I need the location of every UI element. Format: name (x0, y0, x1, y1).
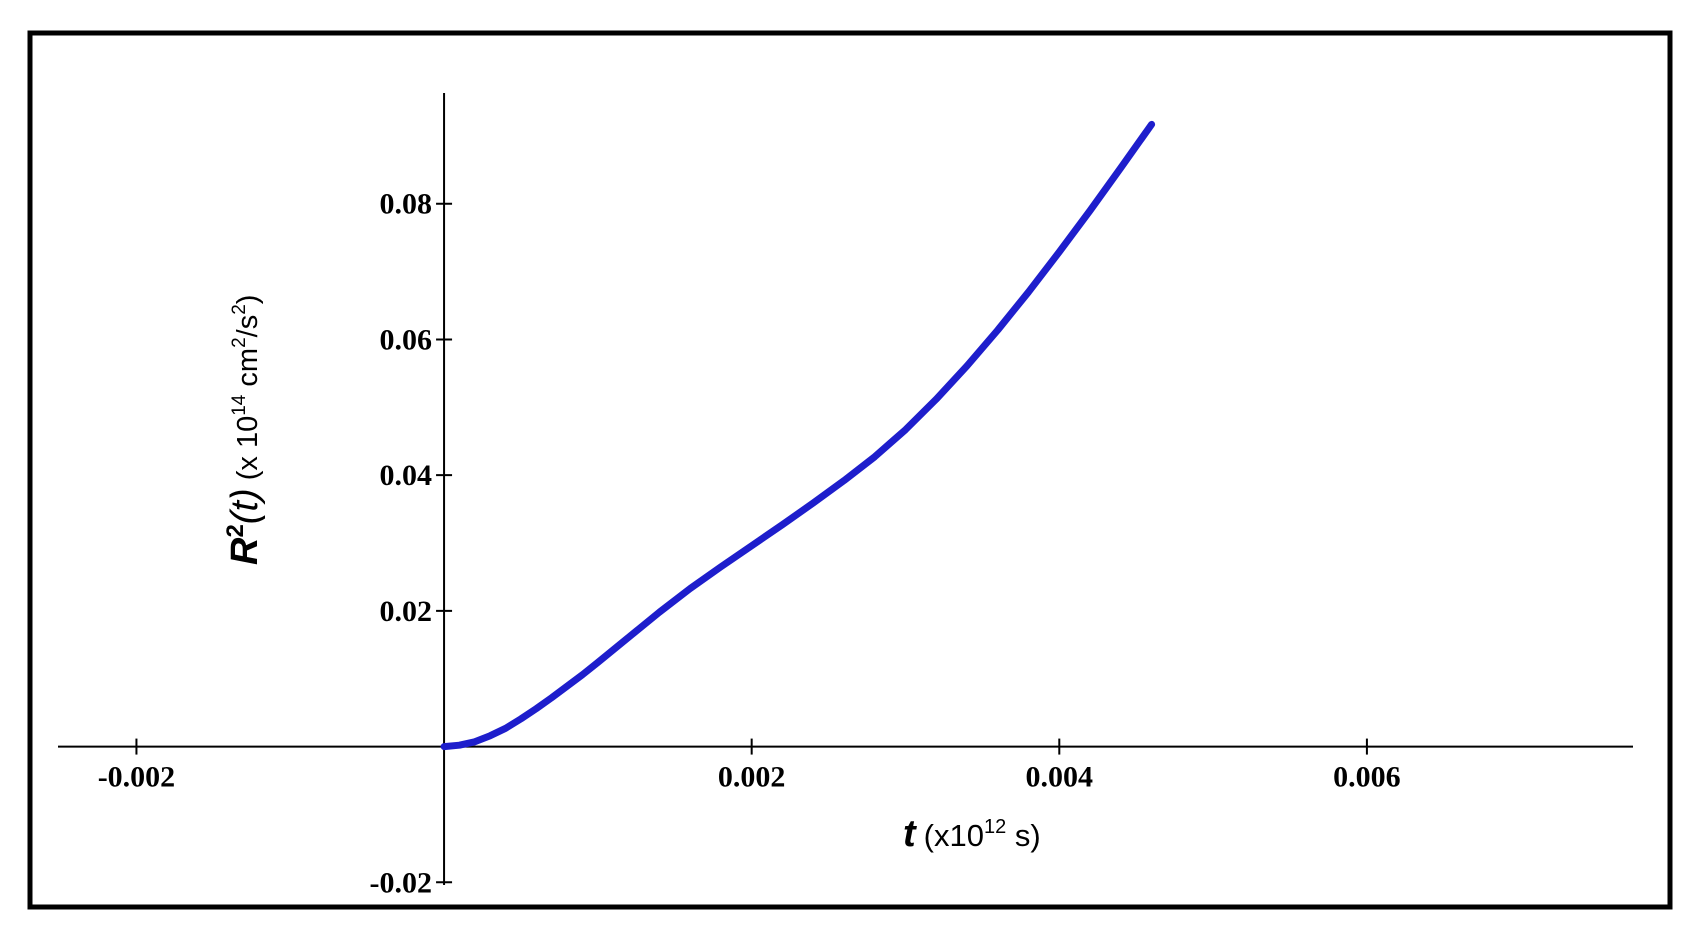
y-axis-symbol: R (224, 537, 266, 565)
y-tick-label: 0.08 (380, 188, 433, 221)
x-tick-label: 0.006 (1333, 761, 1401, 794)
y-tick-label: 0.02 (380, 595, 433, 628)
y-axis-unit-suffix: /s (232, 315, 264, 338)
y-tick-label: -0.02 (370, 866, 433, 899)
x-axis-unit-suffix: s) (1006, 818, 1040, 853)
x-tick-label: 0.002 (718, 761, 786, 794)
x-tick-label: 0.004 (1026, 761, 1094, 794)
series-layer (440, 120, 1156, 751)
y-axis-unit-exp2: 2 (229, 337, 250, 348)
x-axis-symbol: t (903, 813, 917, 855)
x-axis-unit-prefix: (x10 (924, 818, 984, 853)
series-line-0 (440, 120, 1156, 751)
y-axis-unit-mid: cm (232, 348, 264, 395)
y-axis-unit-close: ) (232, 295, 264, 305)
x-axis-label: t (x1012 s) (903, 813, 1041, 855)
y-axis-unit-exp: 14 (229, 394, 250, 416)
y-tick-label: 0.06 (380, 323, 433, 356)
y-axis-symbol-exp: 2 (222, 524, 249, 537)
y-axis-label: R2(t) (x 1014 cm2/s2) (222, 295, 266, 565)
y-axis-unit-exp3: 2 (229, 304, 250, 315)
chart-frame (27, 30, 1673, 910)
ticks-layer: -0.002 0.002 0.004 0.006 0.02 0.04 0.06 0.08 -0.… (98, 188, 1401, 900)
y-axis-unit-prefix: (x 10 (232, 416, 264, 489)
x-tick-label: -0.002 (98, 761, 176, 794)
y-tick-label: 0.04 (380, 459, 433, 492)
y-axis-arg: (t) (224, 488, 266, 524)
x-axis-unit-exp: 12 (984, 816, 1006, 838)
